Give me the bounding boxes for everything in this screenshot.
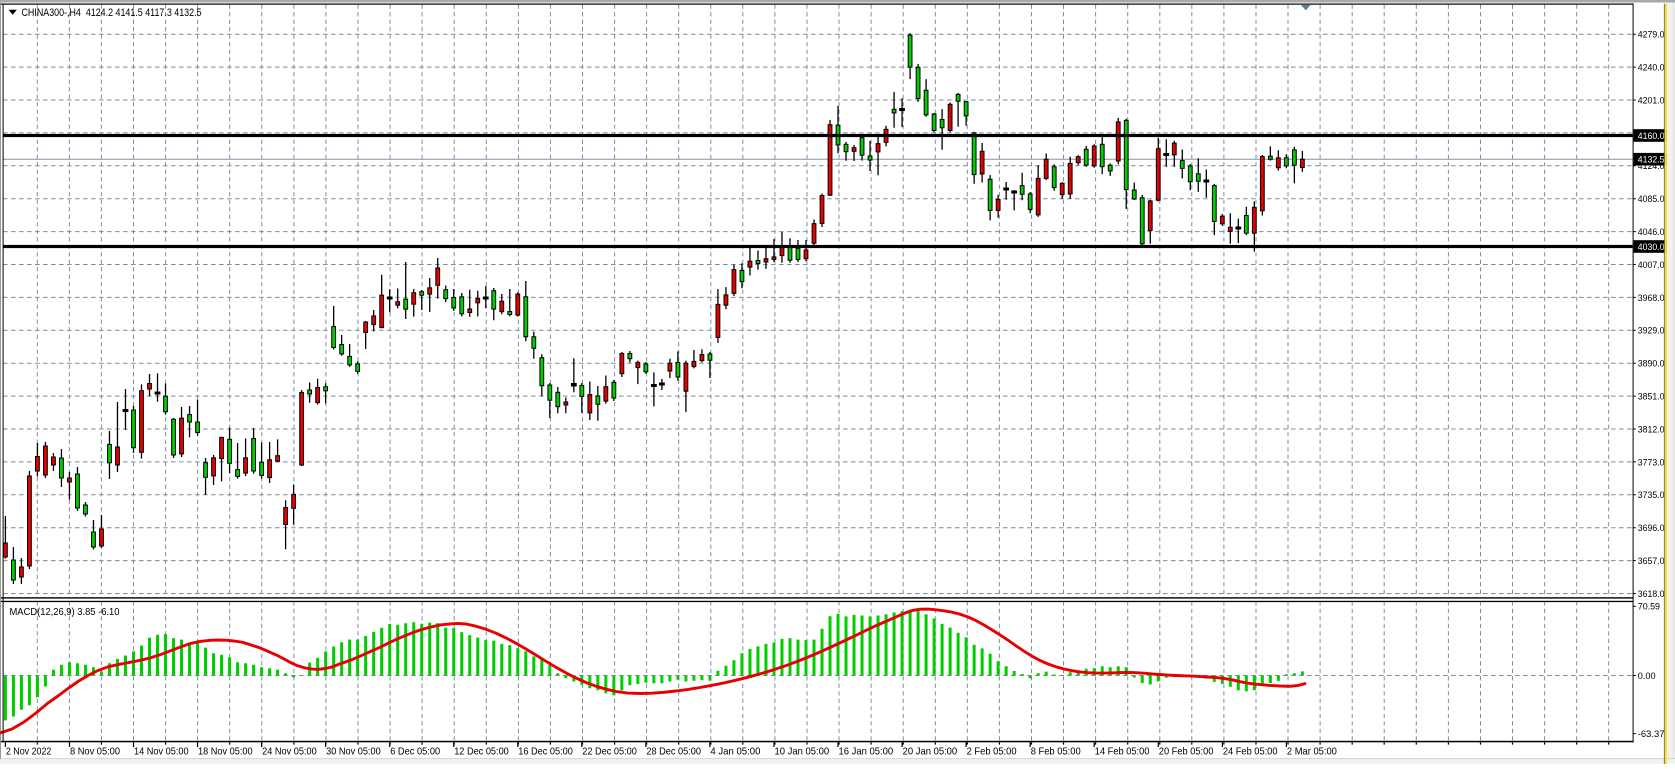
svg-text:4 Jan 05:00: 4 Jan 05:00 — [710, 746, 760, 757]
svg-text:24 Feb 05:00: 24 Feb 05:00 — [1223, 746, 1278, 757]
svg-text:3773.0: 3773.0 — [1638, 457, 1665, 467]
svg-text:28 Dec 05:00: 28 Dec 05:00 — [646, 746, 701, 757]
svg-text:18 Nov 05:00: 18 Nov 05:00 — [198, 746, 253, 757]
svg-text:3812.0: 3812.0 — [1638, 424, 1665, 434]
svg-text:12 Dec 05:00: 12 Dec 05:00 — [454, 746, 509, 757]
svg-text:3851.0: 3851.0 — [1638, 392, 1665, 402]
svg-text:4201.0: 4201.0 — [1638, 95, 1665, 105]
svg-text:3890.0: 3890.0 — [1638, 359, 1665, 369]
svg-text:20 Feb 05:00: 20 Feb 05:00 — [1159, 746, 1214, 757]
svg-text:4132.5: 4132.5 — [1638, 155, 1665, 165]
svg-text:20 Jan 05:00: 20 Jan 05:00 — [903, 746, 958, 757]
svg-text:70.59: 70.59 — [1638, 602, 1660, 612]
svg-text:3657.0: 3657.0 — [1638, 556, 1665, 566]
svg-text:6 Dec 05:00: 6 Dec 05:00 — [390, 746, 440, 757]
svg-text:14 Nov 05:00: 14 Nov 05:00 — [134, 746, 189, 757]
svg-text:3968.0: 3968.0 — [1638, 293, 1665, 303]
svg-text:16 Jan 05:00: 16 Jan 05:00 — [839, 746, 894, 757]
svg-text:2 Nov 2022: 2 Nov 2022 — [6, 746, 52, 757]
svg-text:14 Feb 05:00: 14 Feb 05:00 — [1095, 746, 1150, 757]
svg-text:4240.0: 4240.0 — [1638, 63, 1665, 73]
svg-text:3735.0: 3735.0 — [1638, 490, 1665, 500]
svg-text:3929.0: 3929.0 — [1638, 326, 1665, 336]
svg-text:3618.0: 3618.0 — [1638, 589, 1665, 599]
svg-text:4007.0: 4007.0 — [1638, 260, 1665, 270]
svg-text:4030.0: 4030.0 — [1638, 242, 1665, 252]
svg-text:4279.0: 4279.0 — [1638, 30, 1665, 40]
svg-text:24 Nov 05:00: 24 Nov 05:00 — [262, 746, 317, 757]
svg-text:4124.0: 4124.0 — [1638, 161, 1665, 171]
svg-text:2 Mar 05:00: 2 Mar 05:00 — [1287, 746, 1337, 757]
svg-text:MACD(12,26,9) 3.85 -6.10: MACD(12,26,9) 3.85 -6.10 — [10, 607, 120, 618]
svg-text:10 Jan 05:00: 10 Jan 05:00 — [775, 746, 830, 757]
svg-text:30 Nov 05:00: 30 Nov 05:00 — [326, 746, 381, 757]
svg-text:2 Feb 05:00: 2 Feb 05:00 — [967, 746, 1017, 757]
svg-text:4085.0: 4085.0 — [1638, 194, 1665, 204]
svg-text:3696.0: 3696.0 — [1638, 523, 1665, 533]
svg-text:4160.0: 4160.0 — [1638, 131, 1665, 141]
svg-text:CHINA300-,H4 4124.2 4141.5 41: CHINA300-,H4 4124.2 4141.5 4117.3 4132.5 — [22, 7, 202, 19]
svg-text:8 Feb 05:00: 8 Feb 05:00 — [1031, 746, 1081, 757]
svg-text:-63.37: -63.37 — [1638, 729, 1665, 739]
svg-text:4046.0: 4046.0 — [1638, 227, 1665, 237]
svg-text:8 Nov 05:00: 8 Nov 05:00 — [70, 746, 120, 757]
svg-text:0.00: 0.00 — [1638, 671, 1656, 681]
svg-text:16 Dec 05:00: 16 Dec 05:00 — [518, 746, 573, 757]
svg-text:22 Dec 05:00: 22 Dec 05:00 — [582, 746, 637, 757]
